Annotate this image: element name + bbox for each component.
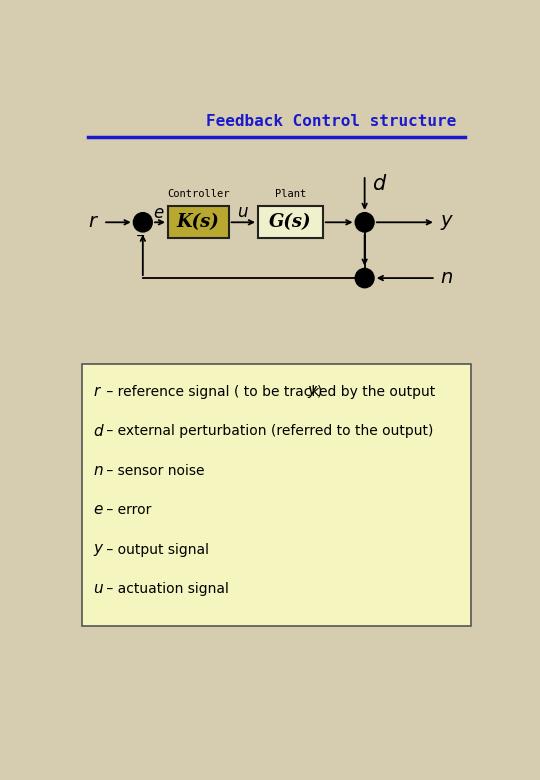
Text: $r$: $r$ [93,385,102,399]
Circle shape [355,268,374,288]
Text: – external perturbation (referred to the output): – external perturbation (referred to the… [102,424,433,438]
Text: −: − [136,231,145,240]
Text: $r$: $r$ [88,213,99,232]
Text: Feedback Control structure: Feedback Control structure [206,114,457,129]
Text: – sensor noise: – sensor noise [102,463,204,477]
Text: – output signal: – output signal [102,543,209,557]
FancyBboxPatch shape [168,206,228,239]
Text: $e$: $e$ [93,503,103,517]
Text: – reference signal ( to be tracked by the output: – reference signal ( to be tracked by th… [102,385,440,399]
Text: $n$: $n$ [93,463,103,477]
FancyBboxPatch shape [82,363,471,626]
Text: G(s): G(s) [269,213,312,232]
Text: $u$: $u$ [93,582,104,596]
Text: K(s): K(s) [177,213,220,232]
Text: $n$: $n$ [440,269,453,287]
Text: $d$: $d$ [93,424,104,439]
Text: ): ) [318,385,323,399]
Text: $y$: $y$ [440,213,454,232]
Text: $y$: $y$ [93,541,104,558]
Text: – actuation signal: – actuation signal [102,582,229,596]
Circle shape [355,213,374,232]
Circle shape [133,213,152,232]
Text: $e$: $e$ [153,205,165,222]
Text: $d$: $d$ [372,174,388,193]
Text: $u$: $u$ [238,204,249,222]
Text: Plant: Plant [275,190,306,200]
Text: Controller: Controller [167,190,229,200]
Text: $y$: $y$ [307,384,319,400]
FancyBboxPatch shape [258,206,323,239]
Text: – error: – error [102,503,151,517]
